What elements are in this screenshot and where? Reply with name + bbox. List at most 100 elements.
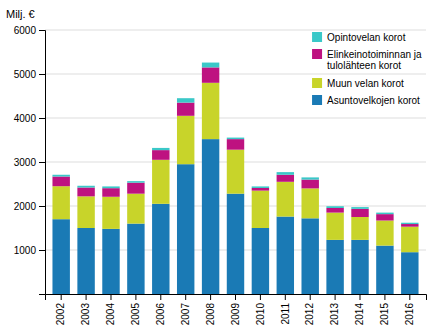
y-tick-mark bbox=[39, 30, 45, 31]
bar bbox=[252, 186, 269, 188]
y-tick-label: 4000 bbox=[14, 113, 37, 124]
legend-label-line: tulolähteen korot bbox=[327, 60, 401, 71]
x-tick-label: 2010 bbox=[255, 303, 266, 326]
y-axis-line bbox=[39, 31, 46, 295]
legend: Opintovelan korot Elinkeinotoiminnan jatu… bbox=[312, 32, 422, 106]
bar bbox=[301, 177, 318, 179]
bar bbox=[252, 228, 269, 294]
x-tick-mark bbox=[384, 294, 385, 300]
bar bbox=[177, 103, 194, 116]
x-tick-label: 2007 bbox=[180, 303, 191, 326]
bar bbox=[152, 150, 169, 160]
x-tick-label: 2002 bbox=[55, 303, 66, 326]
bar bbox=[227, 194, 244, 294]
bar bbox=[401, 224, 418, 227]
bar bbox=[52, 186, 69, 219]
bar bbox=[326, 206, 343, 208]
x-tick-mark bbox=[86, 294, 87, 300]
bar bbox=[351, 207, 368, 209]
bar bbox=[376, 214, 393, 220]
y-tick: 5000 bbox=[14, 69, 45, 80]
y-tick-label: 1000 bbox=[14, 245, 37, 256]
bar bbox=[252, 188, 269, 191]
bar bbox=[152, 204, 169, 294]
x-tick-label: 2012 bbox=[304, 303, 315, 326]
x-tick: 2011 bbox=[280, 294, 291, 325]
x-tick-mark bbox=[409, 294, 410, 300]
bar-series bbox=[52, 139, 418, 294]
y-tick: 1000 bbox=[14, 245, 45, 256]
x-tick: 2012 bbox=[304, 294, 315, 325]
bar bbox=[52, 219, 69, 294]
x-tick-mark bbox=[135, 294, 136, 300]
bar bbox=[177, 98, 194, 102]
legend-item: Opintovelan korot bbox=[312, 32, 406, 43]
bar bbox=[52, 175, 69, 177]
x-tick-label: 2005 bbox=[130, 303, 141, 326]
x-tick-mark bbox=[110, 294, 111, 300]
bar-series bbox=[52, 83, 418, 252]
bar bbox=[351, 217, 368, 240]
bar bbox=[77, 228, 94, 294]
bar bbox=[326, 213, 343, 240]
x-tick-label: 2009 bbox=[230, 303, 241, 326]
bar bbox=[351, 240, 368, 294]
x-tick-mark bbox=[360, 294, 361, 300]
x-tick-label: 2008 bbox=[205, 303, 216, 326]
bar bbox=[227, 138, 244, 140]
bar bbox=[177, 116, 194, 164]
x-tick-label: 2003 bbox=[80, 303, 91, 326]
bar bbox=[351, 209, 368, 217]
bar bbox=[152, 160, 169, 204]
bar bbox=[301, 188, 318, 218]
x-tick: 2015 bbox=[379, 294, 390, 325]
bar-series bbox=[52, 67, 418, 226]
x-tick: 2005 bbox=[130, 294, 141, 325]
x-tick-label: 2011 bbox=[280, 303, 291, 325]
x-tick: 2002 bbox=[55, 294, 66, 325]
bar bbox=[326, 208, 343, 213]
x-tick-mark bbox=[285, 294, 286, 300]
legend-item: Muun velan korot bbox=[312, 78, 404, 89]
bar bbox=[202, 139, 219, 294]
chart: 2002200320042005200620072008200920102011… bbox=[0, 0, 436, 336]
legend-label-line: Asuntovelkojen korot bbox=[327, 95, 420, 106]
bar bbox=[102, 186, 119, 188]
bar bbox=[177, 164, 194, 294]
x-tick: 2003 bbox=[80, 294, 91, 325]
bar bbox=[301, 218, 318, 294]
x-tick: 2009 bbox=[230, 294, 241, 325]
x-tick-mark bbox=[310, 294, 311, 300]
y-tick-label: 3000 bbox=[14, 157, 37, 168]
y-tick-mark bbox=[39, 250, 45, 251]
bar bbox=[77, 196, 94, 228]
x-axis-line bbox=[46, 295, 427, 301]
legend-label: Elinkeinotoiminnan jatulolähteen korot bbox=[327, 49, 422, 72]
y-tick: 2000 bbox=[14, 201, 45, 212]
bar bbox=[401, 227, 418, 253]
legend-swatch bbox=[312, 49, 322, 59]
bar bbox=[277, 172, 294, 175]
legend-label-line: Opintovelan korot bbox=[327, 32, 406, 43]
x-axis: 2002200320042005200620072008200920102011… bbox=[46, 294, 427, 325]
bar bbox=[52, 177, 69, 187]
bar bbox=[152, 148, 169, 150]
legend-swatch bbox=[312, 32, 322, 42]
bar bbox=[401, 223, 418, 224]
legend-label: Asuntovelkojen korot bbox=[327, 95, 420, 106]
x-tick: 2013 bbox=[329, 294, 340, 325]
y-tick-label: 6000 bbox=[14, 25, 37, 36]
y-tick-mark bbox=[39, 74, 45, 75]
x-tick-label: 2015 bbox=[379, 303, 390, 326]
bar bbox=[277, 217, 294, 294]
legend-swatch bbox=[312, 95, 322, 105]
bar bbox=[227, 139, 244, 150]
x-tick-label: 2014 bbox=[354, 303, 365, 326]
x-tick: 2016 bbox=[404, 294, 415, 325]
bar bbox=[102, 188, 119, 197]
x-tick: 2010 bbox=[255, 294, 266, 325]
x-tick: 2004 bbox=[105, 294, 116, 325]
grid-line bbox=[45, 74, 426, 75]
x-tick-mark bbox=[185, 294, 186, 300]
bar bbox=[127, 224, 144, 294]
